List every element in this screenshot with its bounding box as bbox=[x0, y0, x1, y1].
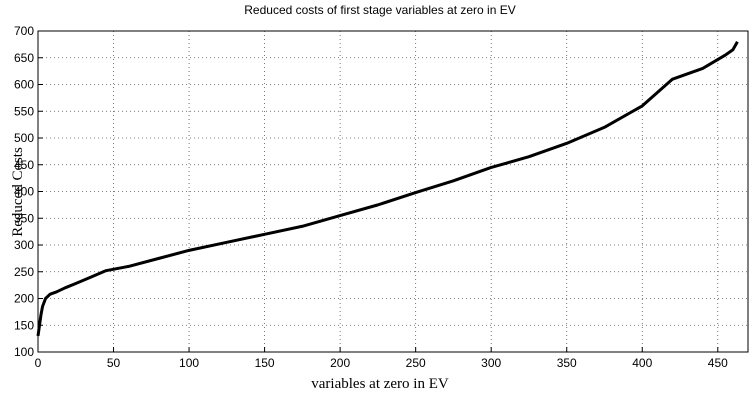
y-tick-label: 550 bbox=[14, 104, 34, 118]
y-tick-label: 700 bbox=[14, 24, 34, 38]
x-tick-label: 400 bbox=[632, 356, 652, 370]
y-tick-label: 650 bbox=[14, 51, 34, 65]
y-tick-label: 250 bbox=[14, 265, 34, 279]
x-tick-label: 0 bbox=[35, 356, 42, 370]
x-tick-label: 450 bbox=[708, 356, 728, 370]
data-line bbox=[36, 40, 739, 337]
x-tick-label: 350 bbox=[557, 356, 577, 370]
y-tick-label: 300 bbox=[14, 238, 34, 252]
y-tick-label: 150 bbox=[14, 318, 34, 332]
x-tick-label: 50 bbox=[107, 356, 121, 370]
y-tick-label: 350 bbox=[14, 211, 34, 225]
y-tick-label: 400 bbox=[14, 185, 34, 199]
x-tick-label: 200 bbox=[330, 356, 350, 370]
chart-title: Reduced costs of first stage variables a… bbox=[244, 3, 515, 17]
x-axis-label: variables at zero in EV bbox=[311, 376, 449, 392]
y-tick-label: 500 bbox=[14, 131, 34, 145]
x-tick-label: 300 bbox=[481, 356, 501, 370]
y-tick-label: 600 bbox=[14, 78, 34, 92]
y-tick-label: 200 bbox=[14, 292, 34, 306]
y-tick-label: 100 bbox=[14, 345, 34, 359]
x-tick-label: 100 bbox=[179, 356, 199, 370]
x-tick-label: 150 bbox=[255, 356, 275, 370]
x-tick-label: 250 bbox=[406, 356, 426, 370]
y-tick-label: 450 bbox=[14, 158, 34, 172]
y-axis-label: Reduced Costs bbox=[10, 147, 26, 237]
plot-frame bbox=[37, 30, 749, 353]
